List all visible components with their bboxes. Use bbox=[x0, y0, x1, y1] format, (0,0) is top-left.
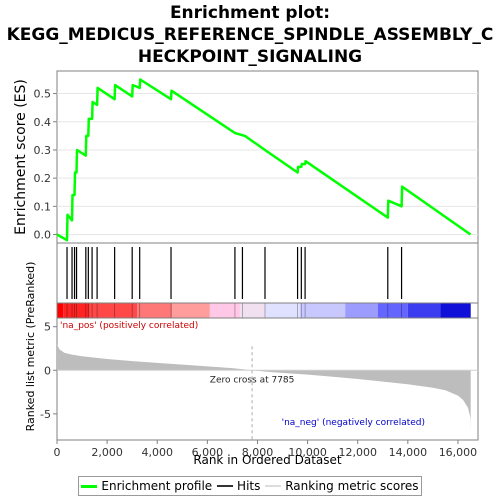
legend-label-metric: Ranking metric scores bbox=[285, 479, 418, 493]
hits-panel bbox=[57, 243, 478, 303]
metric-panel: Zero cross at 7785 'na_pos' (positively c… bbox=[40, 318, 478, 459]
legend-label-enrichment: Enrichment profile bbox=[101, 479, 212, 493]
hits-line-icon bbox=[217, 485, 233, 487]
legend-item-enrichment: Enrichment profile bbox=[81, 479, 212, 493]
pos-label: 'na_pos' (positively correlated) bbox=[60, 321, 198, 331]
es-panel: 0.0 0.1 0.2 0.3 0.4 0.5 Enrichment score (ES) bbox=[13, 71, 478, 243]
legend-label-hits: Hits bbox=[237, 479, 260, 493]
color-band bbox=[345, 303, 378, 318]
ranking-color-bar bbox=[57, 303, 478, 318]
x-tick-label: 16,000 bbox=[439, 446, 478, 459]
es-tick-label: 0.1 bbox=[34, 200, 52, 213]
color-band bbox=[300, 303, 345, 318]
legend-item-metric: Ranking metric scores bbox=[265, 479, 418, 493]
color-band bbox=[240, 303, 265, 318]
metric-tick-label: -5 bbox=[40, 408, 51, 421]
es-tick-label: 0.3 bbox=[34, 144, 52, 157]
es-tick-label: 0.5 bbox=[34, 88, 52, 101]
color-band bbox=[378, 303, 408, 318]
color-band bbox=[210, 303, 240, 318]
color-band bbox=[440, 303, 470, 318]
x-tick-label: 0 bbox=[54, 446, 61, 459]
zero-cross-label: Zero cross at 7785 bbox=[210, 375, 295, 385]
metric-line-icon bbox=[265, 485, 281, 487]
es-frame bbox=[57, 71, 478, 243]
legend: Enrichment profile Hits Ranking metric s… bbox=[78, 476, 422, 496]
metric-tick-label: 0 bbox=[44, 364, 51, 377]
x-tick-label: 14,000 bbox=[389, 446, 428, 459]
enrichment-line-icon bbox=[81, 485, 97, 488]
metric-tick-label: 5 bbox=[44, 321, 51, 334]
x-tick-label: 4,000 bbox=[141, 446, 173, 459]
es-tick-label: 0.0 bbox=[34, 229, 52, 242]
x-tick-label: 12,000 bbox=[338, 446, 377, 459]
color-band bbox=[57, 303, 63, 318]
color-band bbox=[408, 303, 441, 318]
color-band bbox=[137, 303, 172, 318]
x-tick-label: 2,000 bbox=[91, 446, 123, 459]
es-tick-label: 0.4 bbox=[34, 116, 52, 129]
x-axis-label: Rank in Ordered Dataset bbox=[193, 453, 341, 467]
es-ylabel: Enrichment score (ES) bbox=[13, 79, 29, 235]
metric-ylabel: Ranked list metric (PreRanked) bbox=[24, 262, 37, 432]
color-band bbox=[172, 303, 210, 318]
legend-item-hits: Hits bbox=[217, 479, 260, 493]
es-tick-label: 0.2 bbox=[34, 172, 52, 185]
color-band bbox=[265, 303, 300, 318]
neg-label: 'na_neg' (negatively correlated) bbox=[282, 418, 425, 428]
hits-frame bbox=[57, 243, 478, 303]
